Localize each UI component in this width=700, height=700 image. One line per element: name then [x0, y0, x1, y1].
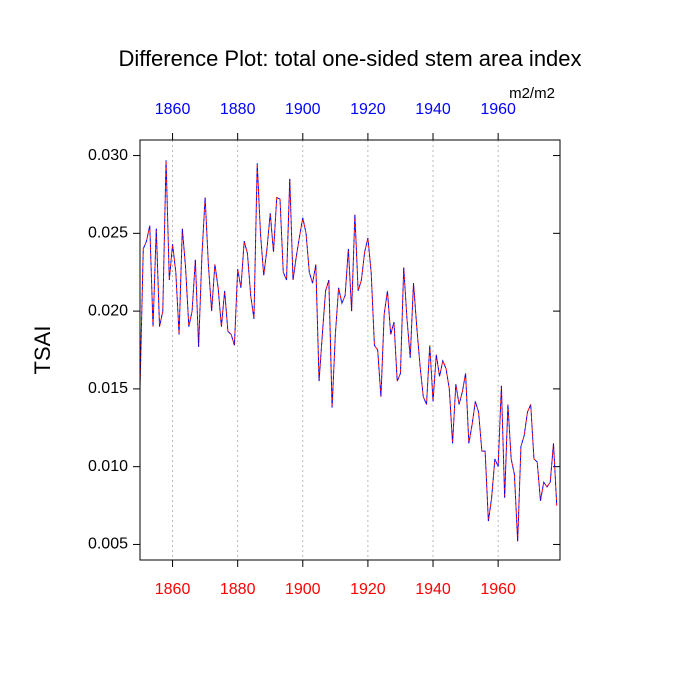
- data-line: [139, 160, 558, 542]
- y-tick-label: 0.005: [88, 536, 128, 553]
- x-tick-label: 1880: [220, 581, 256, 598]
- data-line: [139, 160, 558, 542]
- x2-tick-label: 1920: [350, 101, 386, 118]
- y-tick-label: 0.020: [88, 302, 128, 319]
- x2-tick-label: 1860: [155, 101, 191, 118]
- y-tick-label: 0.030: [88, 147, 128, 164]
- x2-tick-label: 1960: [480, 101, 516, 118]
- y-tick-label: 0.015: [88, 380, 128, 397]
- x2-tick-label: 1880: [220, 101, 256, 118]
- y-tick-label: 0.025: [88, 225, 128, 242]
- x-tick-label: 1860: [155, 581, 191, 598]
- x2-tick-label: 1900: [285, 101, 321, 118]
- y-axis-label: TSAI: [30, 326, 55, 375]
- chart-title: Difference Plot: total one-sided stem ar…: [118, 46, 581, 71]
- x-tick-label: 1900: [285, 581, 321, 598]
- y-tick-label: 0.010: [88, 458, 128, 475]
- plot-frame: [139, 139, 561, 561]
- x2-tick-label: 1940: [415, 101, 451, 118]
- x-tick-label: 1940: [415, 581, 451, 598]
- x-tick-label: 1960: [480, 581, 516, 598]
- units-label: m2/m2: [509, 85, 555, 102]
- x-tick-label: 1920: [350, 581, 386, 598]
